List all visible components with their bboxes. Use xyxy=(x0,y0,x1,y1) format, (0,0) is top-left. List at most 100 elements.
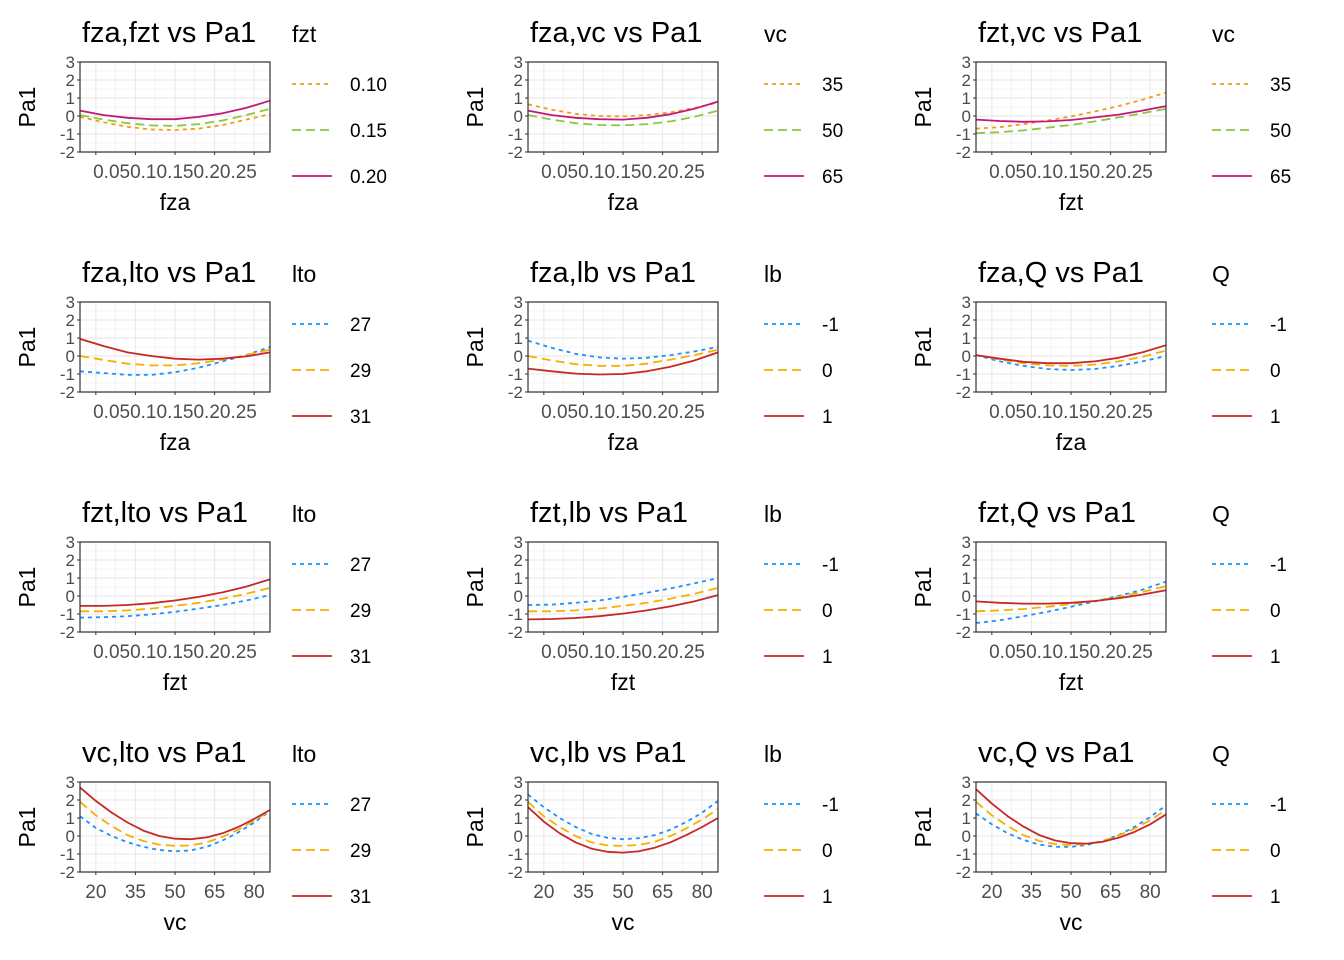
y-tick-label: 0 xyxy=(514,827,523,846)
y-tick-label: -2 xyxy=(956,863,971,882)
legend-label: -1 xyxy=(1270,315,1287,336)
series-line-3 xyxy=(527,351,719,376)
legend-label: 27 xyxy=(350,315,371,336)
series-line-3 xyxy=(79,338,271,361)
legend-label: 65 xyxy=(1270,167,1291,188)
x-axis-title: fza xyxy=(1056,429,1087,455)
legend-label: 31 xyxy=(350,887,371,908)
y-tick-label: 3 xyxy=(66,773,75,792)
y-tick-label: 0 xyxy=(962,827,971,846)
x-tick-label: 80 xyxy=(1140,882,1161,903)
y-tick-label: 2 xyxy=(514,551,523,570)
legend-title: vc xyxy=(1212,21,1235,47)
x-axis-title: vc xyxy=(1060,909,1083,935)
x-tick-labels: 0.050.10.150.20.25 xyxy=(541,162,705,183)
y-tick-label: -2 xyxy=(956,623,971,642)
legend-title: lto xyxy=(292,741,316,767)
x-axis-title: fza xyxy=(160,189,191,215)
y-tick-label: 0 xyxy=(962,587,971,606)
panel-title: fza,vc vs Pa1 xyxy=(530,17,702,49)
y-tick-label: 2 xyxy=(514,311,523,330)
x-axis-title: fzt xyxy=(611,669,636,695)
series-line-3 xyxy=(80,578,271,607)
y-tick-label: 2 xyxy=(962,71,971,90)
y-tick-label: 3 xyxy=(66,533,75,552)
legend-label: 35 xyxy=(1270,75,1291,96)
series-line-3 xyxy=(527,806,719,854)
legend-label: 29 xyxy=(350,361,371,382)
y-tick-label: 1 xyxy=(962,329,971,348)
series-line-3 xyxy=(79,99,271,121)
series-line-2 xyxy=(975,349,1167,367)
y-tick-label: -2 xyxy=(508,383,523,402)
legend-label: 1 xyxy=(1270,647,1281,668)
y-axis-title: Pa1 xyxy=(462,567,488,608)
legend-label: 1 xyxy=(1270,887,1281,908)
series-line-2 xyxy=(975,801,1167,846)
panel-title: fzt,Q vs Pa1 xyxy=(978,497,1136,529)
legend-title: lb xyxy=(764,741,782,767)
panel-5: fza,lb vs Pa13210-1-20.050.10.150.20.25f… xyxy=(462,257,839,455)
series-line-3 xyxy=(975,589,1167,605)
x-tick-label: 80 xyxy=(692,882,713,903)
legend-label: 1 xyxy=(822,647,833,668)
x-tick-label: 65 xyxy=(1100,882,1121,903)
y-tick-label: -1 xyxy=(60,605,75,624)
legend-label: 35 xyxy=(822,75,843,96)
x-tick-label: 65 xyxy=(204,882,225,903)
y-axis-title: Pa1 xyxy=(14,567,40,608)
legend-label: -1 xyxy=(1270,795,1287,816)
series-line-3 xyxy=(527,100,719,121)
series-line-2 xyxy=(79,801,271,847)
y-axis-title: Pa1 xyxy=(14,807,40,848)
y-tick-label: -2 xyxy=(956,143,971,162)
series-line-3 xyxy=(975,105,1167,123)
x-axis-title: fzt xyxy=(1059,189,1084,215)
y-tick-label: 1 xyxy=(514,89,523,108)
legend-title: Q xyxy=(1212,261,1230,287)
y-tick-label: 2 xyxy=(66,551,75,570)
legend-label: 31 xyxy=(350,407,371,428)
series-line-3 xyxy=(79,786,271,841)
series-line-2 xyxy=(975,107,1167,134)
y-axis-title: Pa1 xyxy=(462,87,488,128)
y-tick-label: -2 xyxy=(956,383,971,402)
y-tick-label: 3 xyxy=(514,533,523,552)
y-tick-label: 0 xyxy=(962,107,971,126)
y-tick-label: 1 xyxy=(66,89,75,108)
x-tick-labels: 0.050.10.150.20.25 xyxy=(989,162,1153,183)
panel-title: fzt,lb vs Pa1 xyxy=(530,497,688,529)
legend-label: 1 xyxy=(822,887,833,908)
panel-title: fza,lto vs Pa1 xyxy=(82,257,256,289)
series-line-2 xyxy=(79,107,271,127)
y-tick-label: 0 xyxy=(514,107,523,126)
y-tick-label: 0 xyxy=(514,587,523,606)
y-tick-label: 1 xyxy=(514,569,523,588)
legend-label: -1 xyxy=(1270,555,1287,576)
y-tick-label: 3 xyxy=(514,773,523,792)
y-tick-label: 0 xyxy=(962,347,971,366)
y-tick-label: 2 xyxy=(962,791,971,810)
y-tick-label: -1 xyxy=(508,125,523,144)
x-tick-label: 35 xyxy=(1021,882,1042,903)
y-tick-label: -1 xyxy=(60,845,75,864)
y-tick-label: 1 xyxy=(514,809,523,828)
y-tick-label: 2 xyxy=(66,311,75,330)
y-tick-label: 0 xyxy=(66,827,75,846)
series-line-2 xyxy=(975,585,1167,613)
y-axis-title: Pa1 xyxy=(14,87,40,128)
series-line-3 xyxy=(975,344,1167,365)
x-tick-labels: 0.050.10.150.20.25 xyxy=(989,642,1153,663)
series-line-1 xyxy=(975,804,1167,848)
panel-title: fza,lb vs Pa1 xyxy=(530,257,696,289)
legend-title: Q xyxy=(1212,741,1230,767)
series-line-3 xyxy=(527,594,719,621)
y-tick-label: 1 xyxy=(514,329,523,348)
panel-title: vc,lb vs Pa1 xyxy=(530,737,686,769)
y-axis-title: Pa1 xyxy=(910,807,936,848)
